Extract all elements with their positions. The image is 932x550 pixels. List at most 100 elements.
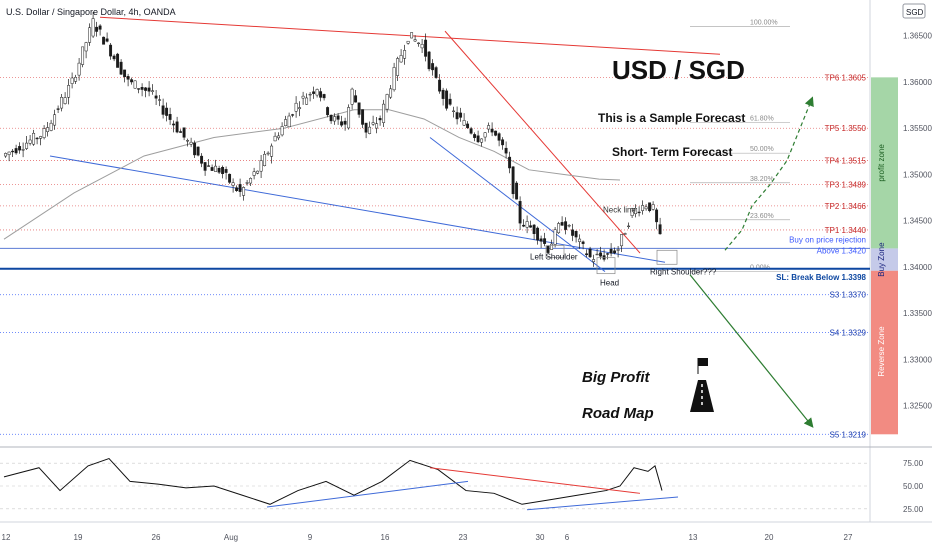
candle-body — [126, 76, 130, 80]
candle-body — [434, 67, 438, 78]
short-term-label: Short- Term Forecast — [612, 145, 732, 159]
candle-body — [347, 107, 351, 129]
candle-body — [53, 114, 57, 126]
bullish-forecast-arrow — [724, 96, 814, 251]
candle-body — [221, 166, 225, 175]
candle-body — [553, 229, 557, 245]
candle-body — [364, 122, 368, 133]
candle-body — [263, 153, 267, 167]
candle-body — [483, 132, 487, 138]
candle-body — [609, 249, 613, 254]
neck-line-label: Neck line — [603, 206, 636, 215]
candle-body — [385, 94, 389, 110]
candle-body — [238, 184, 242, 192]
candle-body — [522, 224, 526, 227]
candle-body — [406, 40, 410, 44]
blue-trend-line — [49, 155, 666, 263]
target-label: TP6 1.3605 — [825, 73, 867, 82]
bearish-forecast-arrow — [689, 274, 814, 428]
x-tick-label: 6 — [565, 533, 570, 542]
y-tick-label: 1.34500 — [903, 217, 932, 226]
candle-body — [585, 253, 589, 256]
candle-body — [252, 171, 256, 176]
candle-body — [133, 80, 137, 89]
candle-body — [333, 116, 337, 122]
osc-tick-label: 75.00 — [903, 459, 924, 468]
candle-body — [396, 58, 400, 76]
x-tick-label: 9 — [308, 533, 313, 542]
candle-body — [256, 170, 260, 174]
candle-body — [368, 126, 372, 134]
candle-body — [644, 206, 648, 210]
big-profit-label: Big Profit — [582, 369, 650, 386]
candle-body — [574, 231, 578, 238]
x-tick-label: 12 — [2, 533, 11, 542]
candle-body — [462, 120, 466, 126]
candle-body — [637, 211, 641, 214]
stop-loss-label: SL: Break Below 1.3398 — [776, 273, 866, 282]
support-label: S3 1.3370 — [830, 291, 867, 300]
target-label: TP3 1.3489 — [825, 181, 867, 190]
candle-body — [210, 167, 214, 171]
candle-body — [371, 122, 375, 125]
candle-body — [361, 109, 365, 125]
candle-body — [189, 141, 193, 145]
head-box — [596, 257, 616, 275]
candle-body — [119, 61, 123, 75]
candle-body — [28, 139, 32, 144]
candle-body — [410, 32, 414, 39]
candle-body — [144, 87, 148, 91]
candle-body — [378, 118, 382, 121]
candle-body — [242, 187, 246, 196]
reverse-zone-label: Reverse Zone — [877, 326, 886, 377]
candle-body — [403, 50, 407, 59]
candle-body — [179, 131, 183, 133]
target-label: TP1 1.3440 — [825, 226, 867, 235]
candle-body — [14, 148, 18, 154]
target-label: TP4 1.3515 — [825, 157, 867, 166]
candle-body — [88, 27, 92, 43]
x-tick-label: 16 — [381, 533, 390, 542]
right-shoulder-box — [656, 249, 678, 265]
osc-tick-label: 25.00 — [903, 505, 924, 514]
candle-body — [4, 153, 8, 157]
candle-body — [32, 132, 36, 145]
candle-body — [417, 42, 421, 45]
candle-body — [343, 120, 347, 125]
candle-body — [543, 238, 547, 244]
buy-rejection-label: Buy on price rejection — [789, 235, 866, 244]
candle-body — [490, 128, 494, 133]
candle-body — [319, 91, 323, 98]
candle-body — [658, 224, 662, 235]
candle-body — [291, 114, 295, 116]
candle-body — [42, 128, 46, 138]
candle-body — [308, 93, 312, 96]
osc-tick-label: 50.00 — [903, 482, 924, 491]
candle-body — [161, 105, 165, 115]
candle-body — [438, 79, 442, 92]
candle-body — [98, 25, 102, 30]
candle-body — [91, 18, 95, 37]
candle-body — [515, 182, 519, 200]
candle-body — [182, 127, 186, 138]
candle-body — [193, 142, 197, 156]
y-tick-label: 1.34000 — [903, 263, 932, 272]
left-shoulder-label: Left Shoulder — [530, 253, 578, 262]
x-tick-label: 23 — [459, 533, 468, 542]
candle-body — [497, 133, 501, 141]
candle-body — [648, 202, 652, 212]
oscillator-line — [3, 457, 663, 505]
candle-body — [49, 122, 53, 131]
x-tick-label: 20 — [765, 533, 774, 542]
y-tick-label: 1.36000 — [903, 78, 932, 87]
candle-body — [11, 150, 15, 153]
candle-body — [392, 67, 396, 91]
candle-body — [200, 155, 204, 164]
candle-body — [469, 128, 473, 134]
candle-body — [165, 107, 169, 116]
candle-body — [536, 227, 540, 241]
candle-body — [501, 139, 505, 146]
target-label: TP2 1.3466 — [825, 202, 867, 211]
candle-body — [186, 140, 190, 142]
